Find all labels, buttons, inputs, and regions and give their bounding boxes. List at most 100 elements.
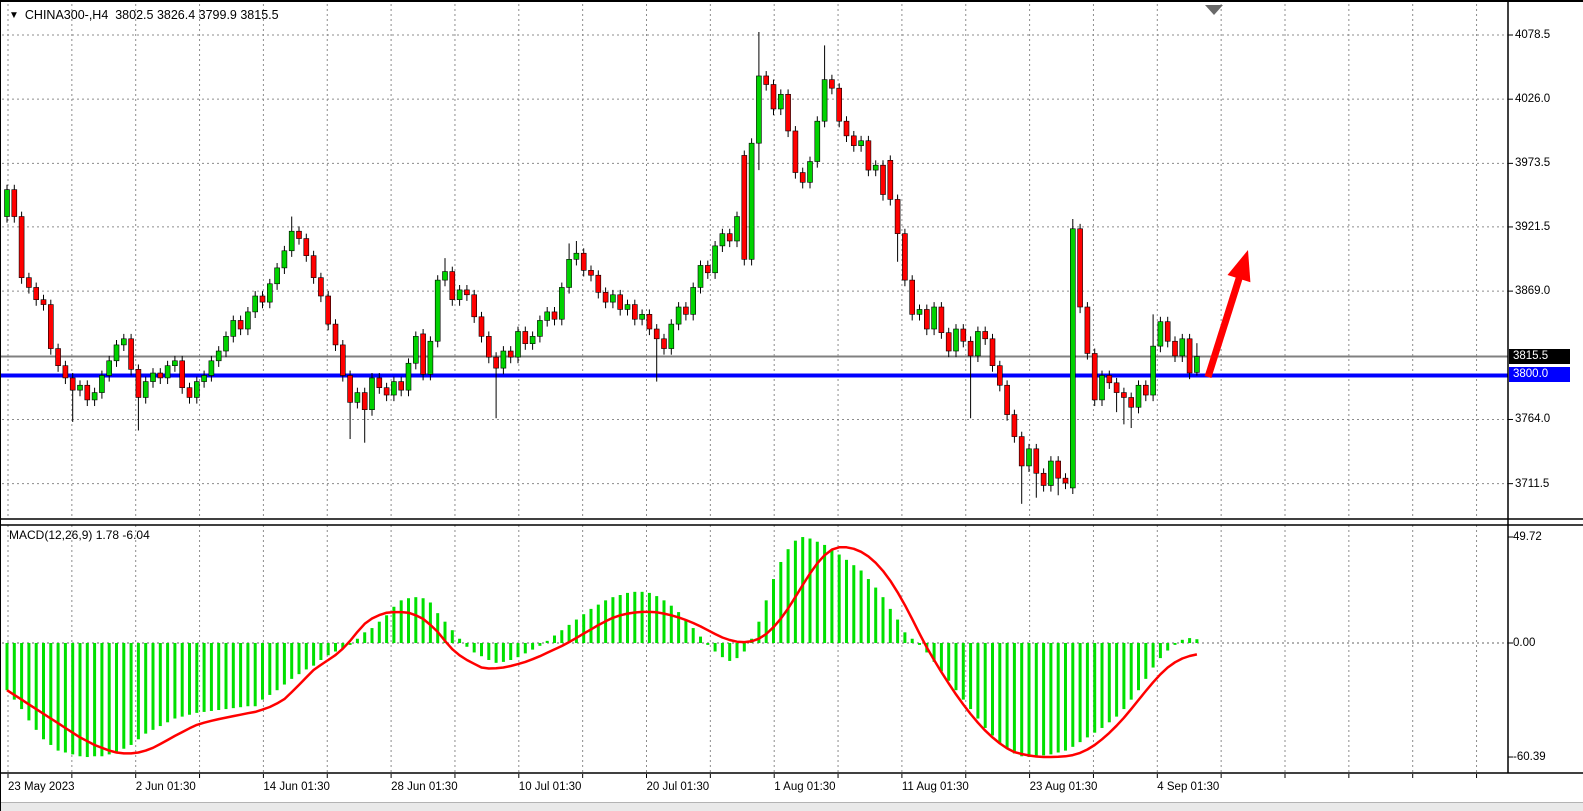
macd-histogram-bar xyxy=(647,592,651,643)
macd-histogram-bar xyxy=(1151,643,1155,668)
macd-histogram-bar xyxy=(136,643,140,740)
time-axis-label[interactable]: 23 May 2023 xyxy=(8,781,75,793)
bull-candle xyxy=(456,289,463,300)
time-axis-label[interactable]: 4 Sep 01:30 xyxy=(1157,781,1220,793)
bull-candle xyxy=(121,338,127,346)
macd-histogram-bar xyxy=(173,643,177,719)
macd-histogram-bar xyxy=(217,643,221,711)
bull-candle xyxy=(1135,384,1142,408)
bear-candle xyxy=(967,340,974,357)
bear-candle xyxy=(449,271,456,300)
window-bottom-strip xyxy=(1,802,1583,811)
price-axis-label: 3921.5 xyxy=(1515,220,1551,233)
bull-candle xyxy=(515,331,521,358)
macd-histogram-bar xyxy=(1049,643,1053,755)
bull-candle xyxy=(668,323,675,349)
macd-histogram-bar xyxy=(1173,643,1177,645)
macd-histogram-bar xyxy=(1195,639,1199,643)
symbol-period-label: CHINA300-,H4 xyxy=(24,8,109,22)
macd-histogram-bar xyxy=(421,598,425,643)
macd-histogram-bar xyxy=(713,643,717,652)
macd-histogram-bar xyxy=(669,605,673,643)
macd-histogram-bar xyxy=(742,643,746,652)
macd-histogram-bar xyxy=(166,643,170,723)
bear-candle xyxy=(420,333,426,375)
time-axis-label[interactable]: 23 Aug 01:30 xyxy=(1029,781,1098,793)
bull-candle xyxy=(777,93,784,110)
bear-candle xyxy=(11,189,18,217)
macd-histogram-bar xyxy=(874,587,878,643)
horizontal-line-price-box[interactable]: 3800.0 xyxy=(1509,367,1570,383)
bull-candle xyxy=(369,377,375,410)
macd-histogram-bar xyxy=(618,595,622,643)
bear-candle xyxy=(398,381,405,391)
macd-axis-label: 0.00 xyxy=(1513,637,1536,649)
bear-candle xyxy=(1040,472,1047,486)
macd-histogram-bar xyxy=(85,643,89,758)
bull-candle xyxy=(288,230,295,252)
bear-candle xyxy=(683,306,689,315)
macd-histogram-bar xyxy=(1144,643,1148,679)
bear-candle xyxy=(799,172,806,183)
macd-histogram-bar xyxy=(1188,638,1192,643)
macd-histogram-bar xyxy=(326,643,330,656)
bear-candle xyxy=(493,356,499,369)
time-axis-label[interactable]: 1 Aug 01:30 xyxy=(774,781,836,793)
macd-histogram-bar xyxy=(122,643,126,749)
macd-histogram-bar xyxy=(567,624,571,643)
bear-candle xyxy=(1033,448,1040,474)
chart-shift-marker-icon[interactable] xyxy=(1205,5,1223,15)
bear-candle xyxy=(646,314,653,330)
bear-candle xyxy=(18,216,25,278)
trend-arrow-shaft[interactable] xyxy=(1204,271,1245,379)
price-axis-label: 3764.0 xyxy=(1515,413,1551,426)
bull-candle xyxy=(4,189,10,217)
bull-candle xyxy=(77,384,83,391)
macd-histogram-bar xyxy=(49,643,53,745)
time-axis-label[interactable]: 20 Jul 01:30 xyxy=(646,781,710,793)
macd-histogram-bar xyxy=(531,643,535,650)
bear-candle xyxy=(47,304,54,349)
bull-candle xyxy=(537,320,543,337)
macd-histogram-bar xyxy=(1020,643,1024,757)
bear-candle xyxy=(617,294,624,310)
symbol-dropdown-icon[interactable]: ▼ xyxy=(9,10,19,21)
macd-histogram-bar xyxy=(392,606,396,643)
macd-histogram-bar xyxy=(487,643,491,660)
macd-histogram-bar xyxy=(516,643,520,658)
macd-histogram-bar xyxy=(939,643,943,672)
macd-histogram-bar xyxy=(976,643,980,719)
bull-candle xyxy=(1194,356,1200,373)
macd-histogram-bar xyxy=(633,591,637,643)
trend-arrow-head[interactable] xyxy=(1227,250,1251,283)
macd-histogram-bar xyxy=(465,643,469,647)
bull-candle xyxy=(172,360,178,366)
macd-histogram-bar xyxy=(377,621,381,643)
bear-candle xyxy=(960,328,967,342)
bear-candle xyxy=(318,277,324,297)
bear-candle xyxy=(1062,477,1069,484)
time-axis-label[interactable]: 2 Jun 01:30 xyxy=(135,781,196,793)
bear-candle xyxy=(135,369,142,398)
bear-candle xyxy=(1128,397,1134,408)
time-axis-label[interactable]: 14 Jun 01:30 xyxy=(263,781,330,793)
time-axis-label[interactable]: 11 Aug 01:30 xyxy=(901,781,969,793)
macd-histogram-bar xyxy=(1093,643,1097,733)
macd-histogram-bar xyxy=(859,570,863,643)
bear-candle xyxy=(157,372,164,379)
macd-histogram-bar xyxy=(253,643,257,707)
bear-candle xyxy=(741,155,748,260)
bear-candle xyxy=(836,87,843,122)
macd-histogram-bar xyxy=(12,643,16,700)
time-axis-label[interactable]: 28 Jun 01:30 xyxy=(391,781,458,793)
macd-histogram-bar xyxy=(699,636,702,643)
bear-candle xyxy=(653,328,660,340)
time-axis-label[interactable]: 10 Jul 01:30 xyxy=(518,781,582,793)
ohlc-values: 3802.5 3826.4 3799.9 3815.5 xyxy=(115,8,279,22)
bull-candle xyxy=(230,320,237,337)
bull-candle xyxy=(500,350,507,369)
macd-histogram-bar xyxy=(1122,643,1126,710)
macd-histogram-bar xyxy=(735,643,739,659)
macd-histogram-bar xyxy=(932,643,936,662)
